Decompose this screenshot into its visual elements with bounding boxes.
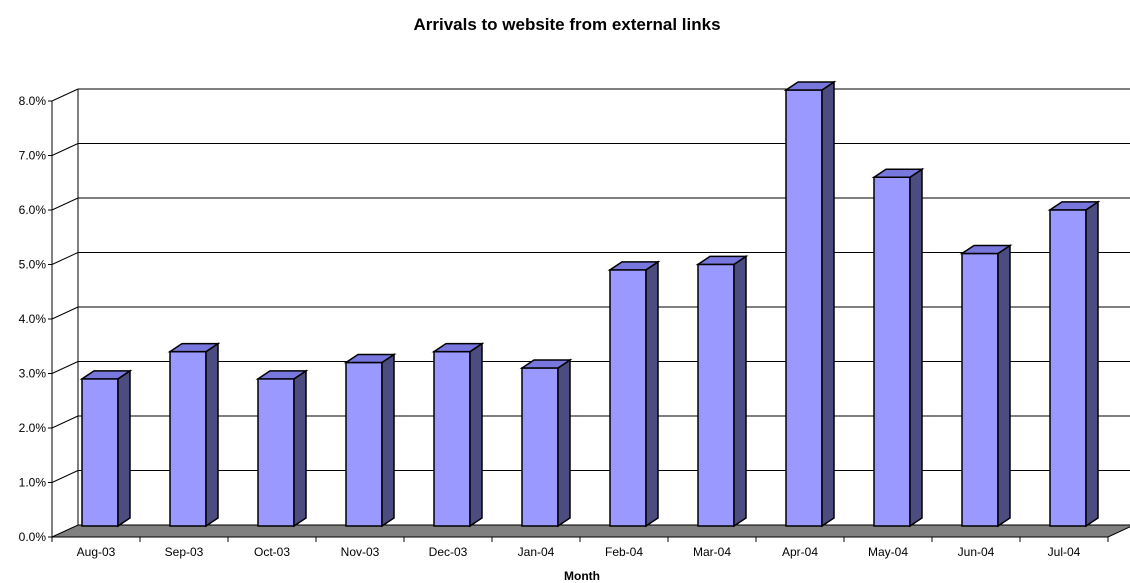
- bars: [79, 80, 1101, 528]
- bar: [871, 167, 925, 528]
- y-tick-label: 1.0%: [19, 476, 47, 490]
- chart-title: Arrivals to website from external links: [413, 15, 720, 34]
- gridline-depth: [51, 197, 79, 211]
- bar-front: [169, 350, 207, 527]
- bar-side: [733, 254, 747, 528]
- gridlines: [51, 88, 1130, 483]
- bar: [167, 342, 221, 528]
- bar-side: [381, 353, 395, 528]
- x-tick-label: Apr-04: [782, 545, 818, 559]
- bar: [343, 353, 397, 528]
- y-tick-label: 2.0%: [19, 421, 47, 435]
- bar-front: [1049, 209, 1087, 527]
- chart-floor: [51, 524, 1130, 538]
- y-tick-label: 5.0%: [19, 258, 47, 272]
- y-tick-label: 8.0%: [19, 94, 47, 108]
- x-tick-label: Jul-04: [1048, 545, 1081, 559]
- y-tick-label: 3.0%: [19, 367, 47, 381]
- bar-front: [433, 350, 471, 527]
- bar-side: [293, 369, 307, 528]
- gridline-depth: [51, 143, 79, 156]
- x-tick-label: Jan-04: [518, 545, 555, 559]
- bar-front: [81, 378, 119, 527]
- bar-top: [167, 342, 221, 353]
- gridline-depth: [51, 252, 79, 265]
- bar-front: [873, 176, 911, 527]
- bar-top: [695, 255, 749, 266]
- bar-side: [645, 260, 659, 528]
- axis-labels: 0.0% 1.0% 2.0% 3.0% 4.0% 5.0% 6.0% 7.0% 8.0% Aug-…: [19, 94, 1081, 559]
- y-tick-label: 7.0%: [19, 149, 47, 163]
- bar-top: [959, 244, 1013, 255]
- bar-top: [343, 353, 397, 364]
- bar-side: [997, 244, 1011, 528]
- bar-front: [257, 378, 295, 527]
- bar-side: [205, 342, 219, 528]
- gridline-depth: [51, 361, 79, 374]
- bar: [1047, 200, 1101, 528]
- bar-top: [519, 359, 573, 369]
- bar: [783, 80, 837, 528]
- x-tick-label: Sep-03: [165, 545, 204, 559]
- bar-side: [557, 358, 571, 528]
- chart-floor-group: [51, 524, 1130, 538]
- bar: [79, 369, 133, 528]
- gridline-depth: [51, 306, 79, 320]
- x-tick-label: Mar-04: [693, 545, 731, 559]
- bar-front: [697, 263, 735, 527]
- x-tick-label: May-04: [868, 545, 908, 559]
- bar-side: [909, 167, 923, 528]
- bar-front: [961, 252, 999, 527]
- bar-top: [79, 370, 133, 380]
- x-tick-label: Dec-03: [429, 545, 468, 559]
- bar-top: [871, 168, 925, 178]
- x-tick-label: Aug-03: [77, 545, 116, 559]
- bar-front: [609, 269, 647, 527]
- bar-side: [117, 369, 131, 528]
- bar-top: [255, 370, 309, 380]
- bar-side: [1085, 200, 1099, 528]
- gridline-depth: [51, 470, 79, 483]
- bar: [695, 254, 749, 528]
- bar-side: [469, 342, 483, 528]
- x-tick-label: Jun-04: [958, 545, 995, 559]
- x-tick-label: Feb-04: [605, 545, 643, 559]
- bar-top: [607, 261, 661, 271]
- axes: [48, 89, 1109, 542]
- bar: [255, 369, 309, 528]
- bar-front: [785, 89, 823, 527]
- bar-front: [345, 361, 383, 527]
- y-tick-label: 4.0%: [19, 312, 47, 326]
- y-tick-label: 6.0%: [19, 203, 47, 217]
- bar-side: [821, 80, 835, 528]
- bar-top: [431, 342, 485, 353]
- bar-top: [783, 81, 837, 91]
- gridline-depth: [51, 88, 79, 102]
- x-axis-title: Month: [564, 569, 600, 583]
- bar-top: [1047, 201, 1101, 211]
- gridline-depth: [51, 415, 79, 429]
- y-tick-label: 0.0%: [19, 530, 47, 544]
- bar: [431, 342, 485, 528]
- bar: [519, 358, 573, 528]
- bar: [607, 260, 661, 528]
- bar-front: [521, 367, 559, 527]
- x-tick-label: Oct-03: [254, 545, 290, 559]
- x-tick-label: Nov-03: [341, 545, 380, 559]
- bar: [959, 244, 1013, 528]
